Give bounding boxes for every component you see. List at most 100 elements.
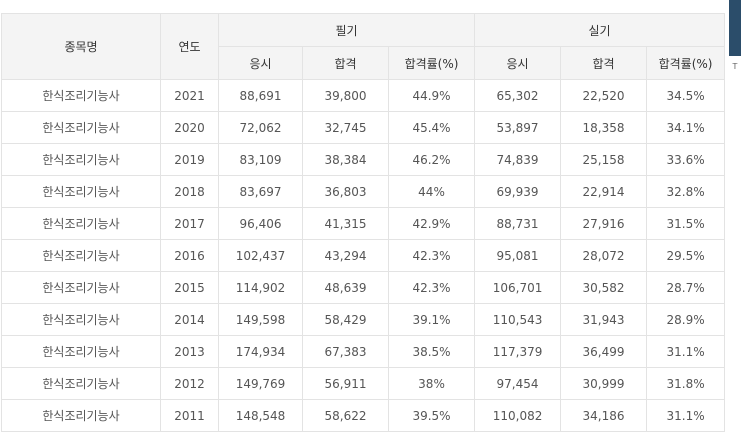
table-body: 한식조리기능사 2021 88,691 39,800 44.9% 65,302 22,520…: [1, 79, 726, 432]
header-practical-exam: 실기: [474, 13, 726, 47]
cell-practical-pass-rate: 32.8%: [646, 175, 726, 208]
cell-practical-pass-rate: 31.5%: [646, 207, 726, 240]
cell-written-passed: 48,639: [302, 271, 389, 304]
side-label: T: [732, 62, 738, 71]
cell-written-pass-rate: 38.5%: [387, 335, 476, 368]
cell-practical-passed: 22,520: [560, 79, 648, 112]
cell-written-passed: 67,383: [302, 335, 389, 368]
cell-practical-passed: 31,943: [560, 303, 648, 336]
cell-year: 2021: [160, 79, 219, 112]
cell-written-applicants: 102,437: [218, 239, 303, 272]
table-row: 한식조리기능사 2015 114,902 48,639 42.3% 106,701 30,5…: [1, 271, 726, 304]
cell-year: 2018: [160, 175, 219, 208]
cell-item-name: 한식조리기능사: [1, 175, 161, 208]
cell-written-passed: 39,800: [302, 79, 389, 112]
cell-practical-applicants: 88,731: [474, 207, 562, 240]
header-practical-pass-rate: 합격률(%): [646, 46, 726, 80]
cell-written-applicants: 148,548: [218, 399, 303, 432]
cell-written-passed: 41,315: [302, 207, 389, 240]
table-row: 한식조리기능사 2016 102,437 43,294 42.3% 95,081 28,07…: [1, 239, 726, 272]
header-row-sub: 응시 합격 합격률(%) 응시 합격 합격률(%): [2, 46, 726, 80]
cell-practical-passed: 36,499: [560, 335, 648, 368]
cell-practical-pass-rate: 34.5%: [646, 79, 726, 112]
cell-practical-passed: 30,999: [560, 367, 648, 400]
header-practical-applicants: 응시: [474, 46, 562, 80]
table-row: 한식조리기능사 2021 88,691 39,800 44.9% 65,302 22,520…: [1, 79, 726, 112]
cell-item-name: 한식조리기능사: [1, 335, 161, 368]
cell-year: 2016: [160, 239, 219, 272]
cell-written-applicants: 88,691: [218, 79, 303, 112]
header-written-passed: 합격: [302, 46, 389, 80]
cell-year: 2019: [160, 143, 219, 176]
cell-written-applicants: 149,769: [218, 367, 303, 400]
cell-written-pass-rate: 42.3%: [387, 239, 476, 272]
cell-practical-pass-rate: 28.9%: [646, 303, 726, 336]
cell-written-pass-rate: 39.5%: [387, 399, 476, 432]
cell-practical-passed: 34,186: [560, 399, 648, 432]
cell-written-pass-rate: 46.2%: [387, 143, 476, 176]
cell-written-passed: 58,429: [302, 303, 389, 336]
cell-written-passed: 38,384: [302, 143, 389, 176]
cell-item-name: 한식조리기능사: [1, 239, 161, 272]
cell-practical-applicants: 110,543: [474, 303, 562, 336]
cell-practical-applicants: 95,081: [474, 239, 562, 272]
table-row: 한식조리기능사 2020 72,062 32,745 45.4% 53,897 18,358…: [1, 111, 726, 144]
table-row: 한식조리기능사 2013 174,934 67,383 38.5% 117,379 36,4…: [1, 335, 726, 368]
cell-written-applicants: 114,902: [218, 271, 303, 304]
cell-practical-applicants: 97,454: [474, 367, 562, 400]
cell-written-applicants: 72,062: [218, 111, 303, 144]
cell-practical-pass-rate: 34.1%: [646, 111, 726, 144]
table-header: 종목명 연도 필기 실기 응시 합격 합격률(%) 응시 합격 합격률(%): [1, 13, 726, 80]
table-row: 한식조리기능사 2017 96,406 41,315 42.9% 88,731 27,916…: [1, 207, 726, 240]
cell-written-passed: 43,294: [302, 239, 389, 272]
header-practical-passed: 합격: [560, 46, 648, 80]
header-written-applicants: 응시: [218, 46, 303, 80]
cell-practical-applicants: 74,839: [474, 143, 562, 176]
cell-practical-pass-rate: 29.5%: [646, 239, 726, 272]
table-row: 한식조리기능사 2018 83,697 36,803 44% 69,939 22,914 32…: [1, 175, 726, 208]
cell-practical-pass-rate: 28.7%: [646, 271, 726, 304]
header-row-top: 종목명 연도 필기 실기: [1, 13, 726, 80]
cell-year: 2017: [160, 207, 219, 240]
cell-practical-passed: 28,072: [560, 239, 648, 272]
cell-practical-applicants: 110,082: [474, 399, 562, 432]
table-row: 한식조리기능사 2019 83,109 38,384 46.2% 74,839 25,158…: [1, 143, 726, 176]
side-banner: [729, 0, 741, 56]
header-year: 연도: [160, 13, 219, 80]
cell-written-pass-rate: 44.9%: [387, 79, 476, 112]
cell-written-passed: 32,745: [302, 111, 389, 144]
cell-written-applicants: 149,598: [218, 303, 303, 336]
table-row: 한식조리기능사 2014 149,598 58,429 39.1% 110,543 31,9…: [1, 303, 726, 336]
cell-year: 2013: [160, 335, 219, 368]
cell-practical-applicants: 106,701: [474, 271, 562, 304]
header-written-pass-rate: 합격률(%): [387, 46, 476, 80]
cell-written-pass-rate: 39.1%: [387, 303, 476, 336]
cell-practical-passed: 25,158: [560, 143, 648, 176]
header-written-exam: 필기: [217, 13, 476, 47]
cell-practical-passed: 27,916: [560, 207, 648, 240]
cell-item-name: 한식조리기능사: [1, 79, 161, 112]
header-item-name: 종목명: [1, 13, 161, 80]
table-row: 한식조리기능사 2012 149,769 56,911 38% 97,454 30,999 3…: [1, 367, 726, 400]
cell-practical-pass-rate: 31.1%: [646, 335, 726, 368]
cell-practical-applicants: 53,897: [474, 111, 562, 144]
cell-item-name: 한식조리기능사: [1, 303, 161, 336]
cell-item-name: 한식조리기능사: [1, 143, 161, 176]
cell-item-name: 한식조리기능사: [1, 399, 161, 432]
cell-year: 2020: [160, 111, 219, 144]
cell-practical-passed: 22,914: [560, 175, 648, 208]
cell-written-applicants: 96,406: [218, 207, 303, 240]
cell-practical-passed: 30,582: [560, 271, 648, 304]
exam-statistics-table: 종목명 연도 필기 실기 응시 합격 합격률(%) 응시 합격 합격률(%) 한…: [1, 13, 726, 432]
cell-item-name: 한식조리기능사: [1, 111, 161, 144]
cell-practical-applicants: 65,302: [474, 79, 562, 112]
cell-year: 2011: [160, 399, 219, 432]
cell-year: 2015: [160, 271, 219, 304]
cell-item-name: 한식조리기능사: [1, 367, 161, 400]
cell-practical-applicants: 117,379: [474, 335, 562, 368]
cell-practical-pass-rate: 31.8%: [646, 367, 726, 400]
cell-practical-pass-rate: 31.1%: [646, 399, 726, 432]
cell-written-applicants: 83,109: [218, 143, 303, 176]
cell-item-name: 한식조리기능사: [1, 271, 161, 304]
cell-written-passed: 36,803: [302, 175, 389, 208]
